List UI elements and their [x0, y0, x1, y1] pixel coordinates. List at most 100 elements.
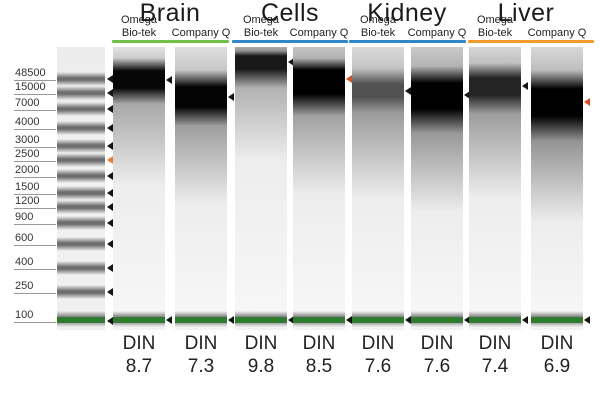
ladder-band: [57, 169, 105, 183]
method-label: Omega Bio-tek: [336, 12, 420, 39]
method-label-line: Company Q: [527, 26, 587, 39]
ladder-band-arrow: [107, 172, 113, 180]
din-label: DIN: [122, 333, 156, 354]
lower-marker-arrow: [464, 316, 470, 324]
group-underline: [468, 40, 594, 43]
din-label: DIN: [478, 333, 512, 354]
din-block: DIN 7.3: [166, 334, 236, 377]
ladder-band: [57, 86, 105, 100]
tissue-title: Cells: [260, 0, 320, 27]
lower-marker: [531, 317, 583, 323]
din-label: DIN: [361, 333, 395, 354]
din-block: DIN 6.9: [522, 334, 592, 377]
ladder-band-arrow: [107, 240, 113, 248]
ladder-band: [57, 102, 105, 116]
lower-marker: [175, 317, 227, 323]
ladder-band-arrow: [107, 264, 113, 272]
method-label-line: Bio-tek: [121, 26, 157, 39]
lower-marker: [235, 317, 287, 323]
ladder-size-label: 48500: [14, 67, 56, 81]
method-label: Company Q: [515, 12, 599, 39]
gel-lane: [411, 47, 463, 330]
ladder-band: [57, 216, 105, 230]
method-label-line: Bio-tek: [477, 26, 513, 39]
gel-lane: [235, 47, 287, 330]
method-label: Omega Bio-tek: [97, 12, 181, 39]
ladder-band-arrow: [107, 203, 113, 211]
gel-lane: [469, 47, 521, 330]
ladder-size-label: 100: [14, 309, 56, 323]
ladder-band-arrow: [107, 75, 113, 83]
din-block: DIN 9.8: [226, 334, 296, 377]
din-label: DIN: [244, 333, 278, 354]
method-label: Company Q: [159, 12, 243, 39]
method-label: Omega Bio-tek: [219, 12, 303, 39]
din-value: 8.7: [125, 356, 153, 377]
ladder-band: [57, 200, 105, 214]
ladder-band-arrow: [107, 156, 113, 164]
method-label-line: Bio-tek: [243, 26, 279, 39]
method-label-line: Omega: [476, 14, 514, 26]
ladder-size-label: 1500: [14, 181, 56, 195]
method-label: Company Q: [277, 12, 361, 39]
group-underline: [112, 40, 229, 43]
din-value: 8.5: [305, 356, 333, 377]
method-label: Omega Bio-tek: [453, 12, 537, 39]
lower-marker: [469, 317, 521, 323]
din-label: DIN: [184, 333, 218, 354]
din-value: 9.8: [247, 356, 275, 377]
gel-lane: [175, 47, 227, 330]
ladder-size-label: 4000: [14, 116, 56, 130]
din-value: 7.6: [364, 356, 392, 377]
gel-lane: [352, 47, 404, 330]
tissue-title: Liver: [497, 0, 555, 27]
lower-marker: [411, 317, 463, 323]
din-value: 6.9: [543, 356, 571, 377]
tissue-title: Brain: [139, 0, 201, 27]
ladder-band-arrow: [107, 219, 113, 227]
ladder-band: [57, 237, 105, 251]
ladder-size-label: 1200: [14, 195, 56, 209]
sample-band-arrow: [464, 91, 470, 99]
sample-band-arrow: [166, 76, 172, 84]
din-block: DIN 7.4: [460, 334, 530, 377]
lower-marker-arrow: [584, 316, 590, 324]
din-label: DIN: [540, 333, 574, 354]
ladder-band-arrow: [107, 89, 113, 97]
ladder-size-label: 250: [14, 280, 56, 294]
sample-band-arrow: [584, 98, 590, 106]
ladder-band: [57, 153, 105, 167]
din-value: 7.3: [187, 356, 215, 377]
ladder-band: [57, 121, 105, 135]
din-block: DIN 7.6: [402, 334, 472, 377]
ladder-size-label: 2000: [14, 164, 56, 178]
gel-lane: [113, 47, 165, 330]
ladder-band-arrow: [107, 105, 113, 113]
lower-marker: [293, 317, 345, 323]
ladder-size-label: 7000: [14, 97, 56, 111]
ladder-size-label: 900: [14, 211, 56, 225]
method-label-line: Company Q: [171, 26, 231, 39]
method-label-line: Company Q: [289, 26, 349, 39]
lower-marker: [352, 317, 404, 323]
gel-lane: [531, 47, 583, 330]
method-label-line: Omega: [242, 14, 280, 26]
method-label-line: Company Q: [407, 26, 467, 39]
method-label: Company Q: [395, 12, 479, 39]
sample-band-arrow: [405, 87, 411, 95]
din-label: DIN: [302, 333, 336, 354]
method-label-line: Omega: [359, 14, 397, 26]
lower-marker: [113, 317, 165, 323]
ladder-size-label: 3000: [14, 134, 56, 148]
method-label-line: Bio-tek: [360, 26, 396, 39]
din-value: 7.4: [481, 356, 509, 377]
lower-marker-arrow: [522, 316, 528, 324]
ladder-band: [57, 139, 105, 153]
group-underline: [232, 40, 348, 43]
ladder-band: [57, 285, 105, 299]
ladder-band-arrow: [107, 124, 113, 132]
din-block: DIN 8.5: [284, 334, 354, 377]
sample-band-arrow: [288, 58, 294, 66]
sample-band-arrow: [346, 75, 352, 83]
ladder-band: [57, 261, 105, 275]
